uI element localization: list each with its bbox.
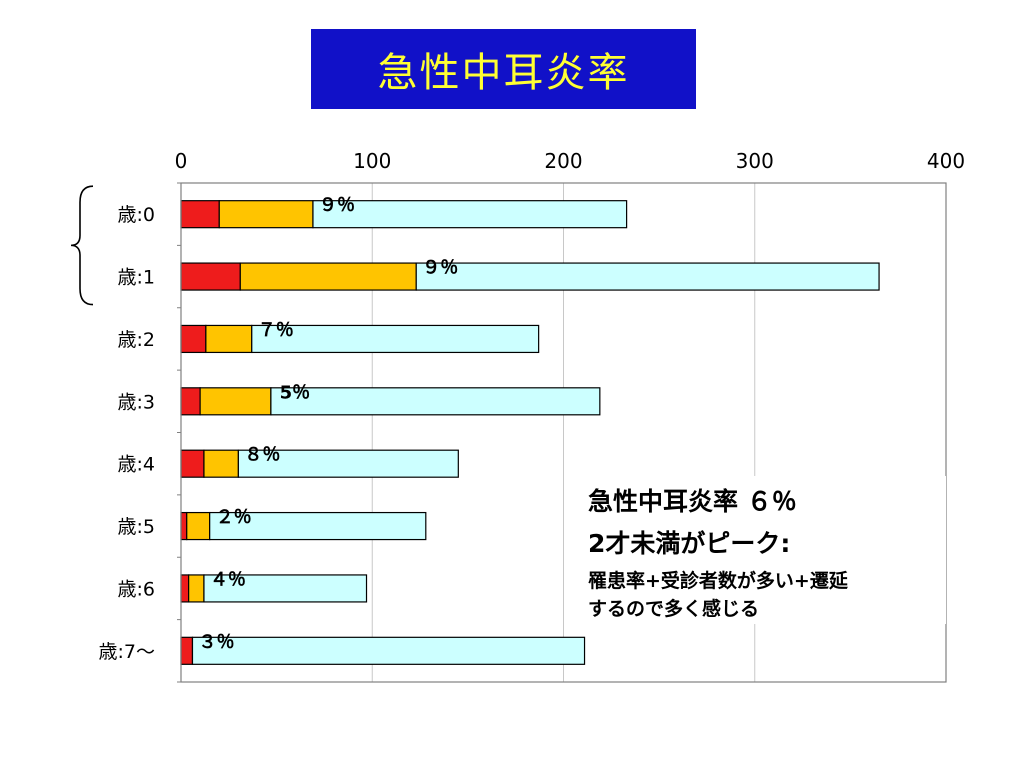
category-label: 歳:5 bbox=[118, 516, 156, 538]
bar-segment bbox=[203, 574, 368, 603]
x-tick-label: 100 bbox=[353, 149, 391, 173]
bar-segment bbox=[180, 262, 241, 291]
bar-label: ９％ bbox=[422, 258, 458, 279]
x-tick-label: 300 bbox=[736, 149, 774, 173]
bar-label: 5％ bbox=[280, 382, 311, 403]
annotation-line-1: 急性中耳炎率 ６％ bbox=[588, 487, 797, 516]
bar-segment bbox=[180, 511, 188, 541]
annotation-line-2: 2才未満がピーク: bbox=[588, 529, 791, 558]
bar-segment bbox=[205, 324, 253, 354]
x-tick-label: 400 bbox=[927, 149, 965, 173]
bar-segment bbox=[237, 449, 459, 478]
category-label: 歳:0 bbox=[118, 204, 156, 226]
category-label: 歳:3 bbox=[118, 391, 156, 413]
bar-segment bbox=[239, 262, 417, 291]
bar-segment bbox=[312, 200, 628, 229]
bar-segment bbox=[180, 324, 207, 354]
bar-segment bbox=[180, 200, 220, 229]
category-label: 歳:7～ bbox=[99, 641, 156, 663]
annotation-box: 急性中耳炎率 ６％ 2才未満がピーク: 罹患率+受診者数が多い+遷延 するので多… bbox=[582, 476, 946, 624]
group-bracket bbox=[70, 185, 94, 306]
category-label: 歳:6 bbox=[118, 578, 156, 600]
plot-frame bbox=[180, 182, 947, 683]
x-tick-label: 0 bbox=[175, 149, 188, 173]
bar-segment bbox=[180, 574, 190, 603]
bar-segment bbox=[209, 511, 427, 541]
bar-segment bbox=[186, 511, 211, 541]
bar-segment bbox=[191, 636, 586, 665]
bar-segment bbox=[270, 387, 601, 416]
bar-segment bbox=[180, 387, 201, 416]
annotation-line-3: 罹患率+受診者数が多い+遷延 bbox=[588, 570, 848, 592]
category-label: 歳:1 bbox=[118, 267, 156, 289]
chart-title: 急性中耳炎率 bbox=[311, 29, 696, 109]
bar-label: ３％ bbox=[198, 632, 234, 653]
bar-label: ７％ bbox=[258, 320, 294, 341]
bar-segment bbox=[199, 387, 272, 416]
bar-segment bbox=[415, 262, 880, 291]
bar-segment bbox=[180, 449, 205, 478]
bar-segment bbox=[180, 636, 194, 665]
bar-label: ８％ bbox=[244, 445, 280, 466]
bar-label: ９％ bbox=[319, 195, 355, 216]
bar-label: ２％ bbox=[216, 507, 252, 528]
category-label: 歳:2 bbox=[118, 329, 156, 351]
bar-segment bbox=[188, 574, 205, 603]
bar-label: ４％ bbox=[210, 569, 246, 590]
category-label: 歳:4 bbox=[118, 454, 156, 476]
bar-segment bbox=[203, 449, 239, 478]
annotation-line-4: するので多く感じる bbox=[588, 598, 760, 620]
bar-segment bbox=[251, 324, 540, 354]
bar-segment bbox=[218, 200, 314, 229]
x-tick-label: 200 bbox=[544, 149, 582, 173]
